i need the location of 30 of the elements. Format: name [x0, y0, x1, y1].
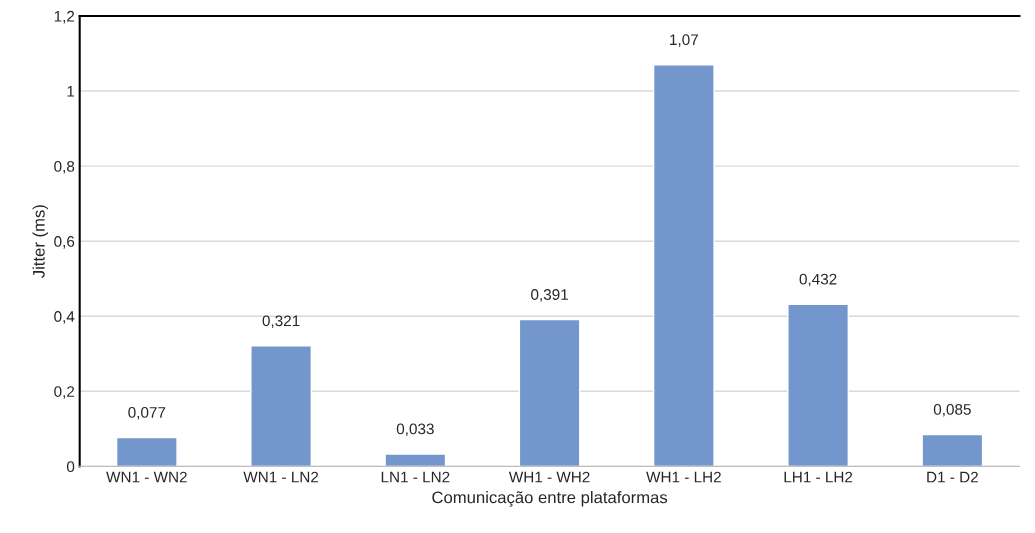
bar — [518, 318, 581, 467]
data-label: 0,432 — [799, 273, 837, 287]
y-tick-label: 0,6 — [54, 236, 75, 249]
x-tick-label: LH1 - LH2 — [784, 471, 853, 483]
data-label: 0,391 — [531, 289, 568, 302]
data-label: 0,085 — [933, 403, 971, 417]
y-tick-label: 1,2 — [54, 10, 75, 24]
y-tick-label: 1 — [67, 86, 75, 97]
data-label: 1,07 — [670, 34, 698, 47]
y-tick-label: 0,4 — [54, 311, 75, 324]
bar — [115, 436, 178, 467]
x-tick-label: D1 - D2 — [927, 471, 978, 483]
bar — [250, 345, 312, 467]
y-tick-label: 0,2 — [54, 386, 75, 399]
bar — [384, 453, 447, 467]
data-label: 0,077 — [128, 406, 166, 420]
data-label: 0,321 — [262, 315, 300, 329]
y-axis-title: Jitter (ms) — [32, 205, 49, 278]
y-tick-label: 0,8 — [54, 160, 75, 174]
y-tick-label: 0 — [66, 461, 75, 473]
x-axis-title: Comunicação entre plataformas — [432, 491, 668, 507]
x-tick-label: WN1 - LN2 — [243, 471, 319, 483]
x-tick-label: WN1 - WN2 — [106, 471, 187, 483]
x-tick-label: LN1 - LN2 — [381, 471, 450, 483]
bar — [921, 433, 984, 467]
x-tick-label: WH1 - WH2 — [508, 471, 590, 483]
bar — [652, 64, 715, 467]
data-label: 0,033 — [396, 423, 434, 437]
bar — [787, 303, 849, 467]
x-tick-label: WH1 - LH2 — [646, 471, 721, 483]
